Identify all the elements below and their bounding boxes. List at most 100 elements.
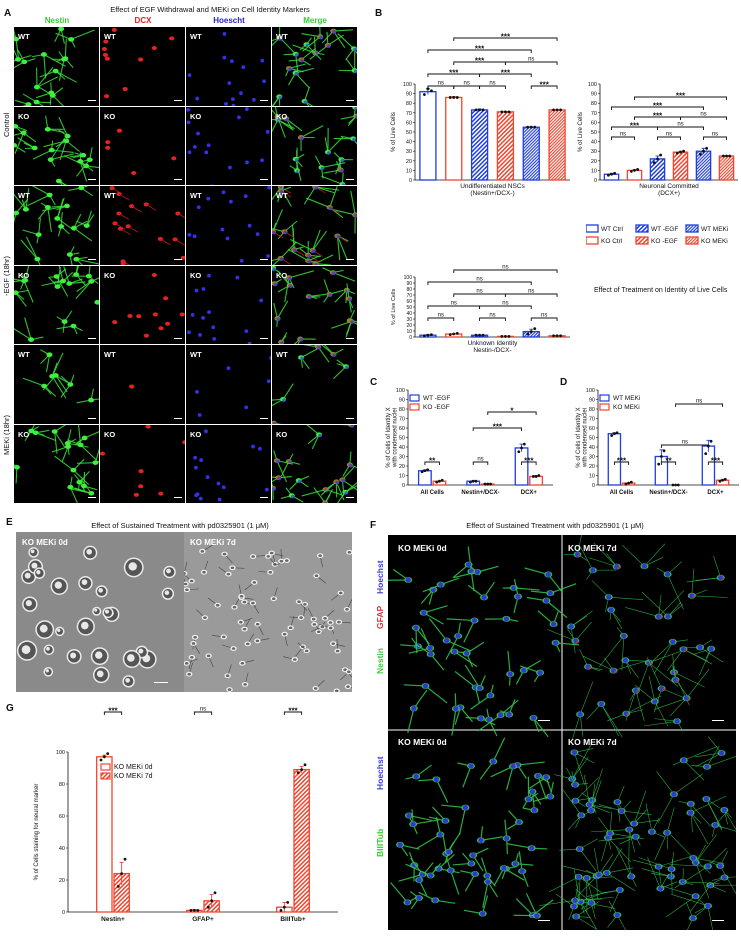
chartD-point [627,481,631,485]
side-label-biiitub: BIIITub [375,828,385,857]
micrograph-tile: KO [100,106,185,185]
chartB2-ytick-label: 50 [591,130,597,136]
chartD-point [671,483,675,487]
chartC-point [438,479,441,483]
panel-a-title: Effect of EGF Withdrawal and MEKi on Cel… [110,5,310,14]
chartB3-bracket [479,305,532,309]
chartG-sig-label: ns [200,707,206,713]
chartB1-sig-label: *** [539,81,549,90]
chartD-point [674,483,678,487]
chartB3-sig-label: ns [528,289,534,295]
legend-b-label: WT MEKi [701,226,728,233]
chartD-ytick-label: 30 [589,455,595,461]
micrograph-tile: WT [14,345,99,424]
tile-genotype-label: WT [276,350,288,359]
chartB2-bracket [611,106,704,110]
chartC-bracket [424,461,440,465]
chartC-ytick-label: 20 [399,464,405,470]
chartB3-ytick-label: 60 [406,299,412,305]
chartG-point [213,891,217,895]
chartB1-bracket [530,85,558,89]
chartB3-ytick-label: 80 [406,287,412,293]
tile-genotype-label: KO [190,270,202,280]
chartB1-point [455,96,459,99]
chartB1-point [481,108,485,112]
panel-f-title: Effect of Sustained Treatment with pd032… [466,521,644,530]
chartG-category-label: Nestin+ [101,916,125,923]
chartB3-point [526,332,530,336]
chartB2-bracket [657,136,681,140]
chartC-point [531,475,535,478]
chartB1-ylabel: % of Live Cells [391,112,397,152]
chartC-sig-label: *** [524,457,534,466]
phase-7d-label: KO MEKi 7d [190,538,236,547]
tile-genotype-label: WT [104,32,116,41]
chartD-bar [701,445,716,486]
chartB3-sig-label: ns [438,313,444,319]
chartG-legend-label: KO MEKi 7d [114,773,153,780]
chartB1-bracket [479,73,532,77]
chartB1-point [430,89,433,93]
chartB3-bracket [453,269,558,273]
legend-b-swatch [685,224,699,233]
chart-b-legend: WT Ctrl KO Ctrl WT -EGF KO -EGF WT MEKi KO ME… [585,223,736,251]
chartB3-point [430,333,433,336]
chartG-point [192,909,196,912]
chartD-ytick-label: 40 [589,445,595,451]
chartC-point [471,479,475,483]
micrograph-tile: KO [272,424,357,503]
tile-genotype-label: KO [190,111,202,121]
chartC-ytick-label: 30 [399,455,405,461]
f-top-left-label: KO MEKi 0d [398,543,447,553]
chartD-bracket [675,403,724,407]
micrograph-tile: KO [100,265,185,344]
chartC-point [489,482,492,486]
chartG-ytick-label: 60 [59,814,65,820]
chartB2-point [610,172,613,176]
chartC-ytick-label: 40 [399,445,405,451]
chartB2-point [675,151,679,155]
chartB1-sig-label: *** [475,57,485,66]
tile-genotype-label: WT [276,32,288,41]
chartC-bar [514,447,529,486]
micrograph-tile: WT [100,345,185,424]
chartB3-ytick-label: 50 [406,305,412,311]
chartC-ytick-label: 80 [399,407,405,413]
chartB1-sig-label: ns [489,81,495,87]
chartD-category-label: All Cells [610,490,634,496]
chartC-point [474,479,478,483]
chartB3-point [555,334,559,338]
chartB1-ytick-label: 40 [406,140,412,146]
chartB3-point [552,334,555,338]
chartG-point [123,857,127,861]
tile-genotype-label: KO [190,429,202,439]
chart-c: 0 10 20 30 40 50 60 70 80 90 100 % of Cells of Iden… [386,388,553,496]
chartG-ytick-label: 0 [62,910,65,916]
chartG-point [282,905,286,909]
chartB1-ytick-label: 30 [406,149,412,155]
chartB2-sig-label: ns [677,122,683,128]
chartB1-sig-label: *** [449,69,459,78]
chartD-sig-label: *** [617,457,627,466]
phase-0d-label: KO MEKi 0d [22,538,68,547]
tile-genotype-label: KO [104,111,116,121]
chartB1-bar [470,109,489,181]
chart-b-nscs: 0 10 20 30 40 50 60 70 80 90 100 % of Live Cells ns n… [391,33,570,197]
chartB2-bar [626,169,643,181]
chartB2-bar [672,151,689,181]
chartG-point [106,752,110,755]
chartB2-sig-label: *** [630,122,640,131]
chartB3-sig-label: ns [451,301,457,307]
chartB1-ytick-label: 70 [406,111,412,117]
tile-genotype-label: KO [18,111,30,121]
chartB3-ylabel: % of Live Cells [391,289,397,326]
chartD-bracket [613,461,630,465]
chartC-point [435,480,439,484]
chartG-bar [293,768,310,913]
micrograph-tile: WT [272,27,357,106]
chartB2-sig-label: *** [653,102,663,111]
chartD-legend-label: WT MEKi [613,395,640,402]
micrograph-tile: KO [186,106,271,185]
chartD-point [624,482,628,486]
chartB2-ytick-label: 100 [588,82,597,88]
